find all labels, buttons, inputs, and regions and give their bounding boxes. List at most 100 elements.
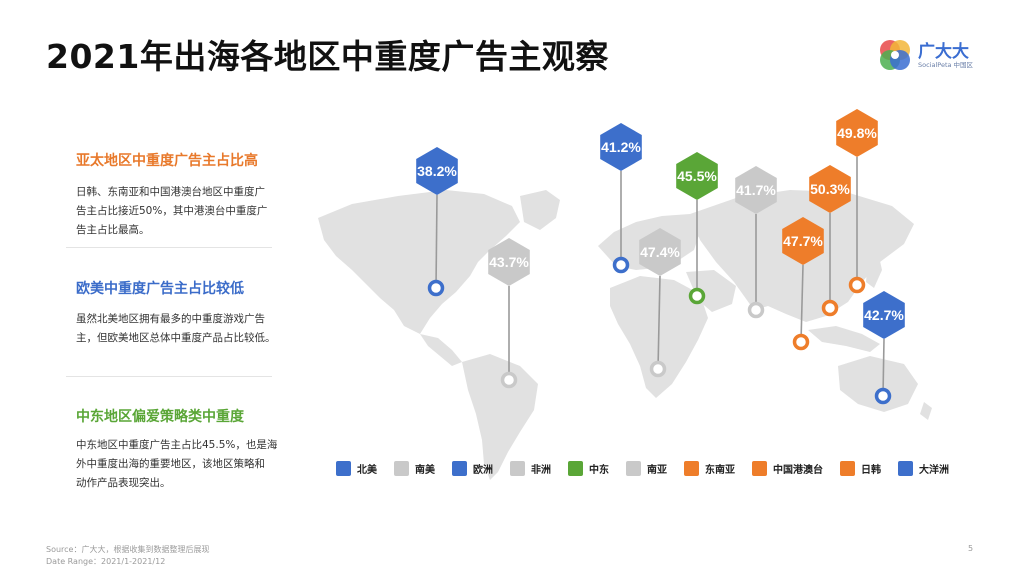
section-line: 中东地区中重度广告主占比45.5%，也是海 <box>76 439 278 451</box>
legend-label: 中东 <box>589 465 609 476</box>
pin-stem <box>882 338 885 397</box>
south-america-shape <box>462 354 538 480</box>
legend-swatch <box>840 461 855 476</box>
pin-hexagon <box>416 147 458 195</box>
pin-marker <box>427 279 445 297</box>
new-zealand-shape <box>920 402 932 420</box>
legend-swatch <box>394 461 409 476</box>
pin-value-label: 41.7% <box>736 182 776 198</box>
pin-中东: 45.5% <box>676 152 718 305</box>
pin-hexagon <box>676 152 718 200</box>
pin-中国港澳台: 50.3% <box>809 165 851 317</box>
section-title-west: 欧美中重度广告主占比较低 <box>76 281 244 297</box>
pin-marker <box>874 387 892 405</box>
pin-value-label: 45.5% <box>677 168 717 184</box>
southeast-asia-islands-shape <box>808 326 880 352</box>
pin-value-label: 50.3% <box>810 181 850 197</box>
pin-欧洲: 41.2% <box>600 123 642 274</box>
pin-marker <box>792 333 810 351</box>
pin-value-label: 41.2% <box>601 139 641 155</box>
section-body-west: 虽然北美地区拥有最多的中重度游戏广告 主，但欧美地区总体中重度产品占比较低。 <box>76 310 298 348</box>
section-body-mideast: 中东地区中重度广告主占比45.5%，也是海 外中重度出海的重要地区，该地区策略和… <box>76 436 298 493</box>
pin-value-label: 47.7% <box>783 233 823 249</box>
pin-marker <box>612 256 630 274</box>
pin-hexagon <box>782 217 824 265</box>
legend-label: 北美 <box>357 465 377 476</box>
pin-hexagon <box>639 228 681 276</box>
logo-subtitle: SocialPeta 中国区 <box>918 61 974 69</box>
source-note: Source：广大大，根据收集到数据整理后展现 Date Range：2021/… <box>46 544 209 568</box>
pin-value-label: 38.2% <box>417 163 457 179</box>
section-line: 外中重度出海的重要地区，该地区策略和 <box>76 458 265 470</box>
pin-大洋洲: 42.7% <box>863 291 905 405</box>
pin-marker <box>500 371 518 389</box>
legend-label: 中国港澳台 <box>773 465 823 476</box>
pin-hexagon <box>488 238 530 286</box>
page-number: 5 <box>968 544 974 553</box>
pin-北美: 38.2% <box>416 147 458 297</box>
legend-swatch <box>684 461 699 476</box>
legend-label: 日韩 <box>861 465 881 476</box>
legend-label: 非洲 <box>531 465 551 476</box>
logo-name: 广大大 <box>918 42 969 62</box>
legend-swatch <box>752 461 767 476</box>
page-title: 2021年出海各地区中重度广告主观察 <box>46 37 609 76</box>
section-line: 主，但欧美地区总体中重度产品占比较低。 <box>76 332 276 344</box>
section-body-apac: 日韩、东南亚和中国港澳台地区中重度广 告主占比接近50%，其中港澳台中重度广 告… <box>76 183 298 240</box>
section-line: 告主占比最高。 <box>76 224 150 236</box>
pin-value-label: 47.4% <box>640 244 680 260</box>
pin-value-label: 43.7% <box>489 254 529 270</box>
pin-南美: 43.7% <box>488 238 530 389</box>
pin-非洲: 47.4% <box>639 228 681 378</box>
pin-value-label: 42.7% <box>864 307 904 323</box>
north-america-shape <box>318 190 520 334</box>
continents <box>318 190 932 480</box>
section-line: 日韩、东南亚和中国港澳台地区中重度广 <box>76 186 265 198</box>
middle-east-shape <box>686 270 736 312</box>
pin-日韩: 49.8% <box>836 109 878 294</box>
pin-stem <box>800 264 804 343</box>
australia-shape <box>838 356 918 412</box>
region-pins: 38.2% 43.7% 41.2% 47.4% 45.5% 41.7% 47.7% 50.3%… <box>416 109 905 405</box>
legend-label: 欧洲 <box>473 465 493 476</box>
pin-marker <box>848 276 866 294</box>
pin-stem <box>435 194 438 289</box>
pin-hexagon <box>809 165 851 213</box>
legend-label: 南美 <box>415 465 435 476</box>
legend-label: 大洋洲 <box>919 465 949 476</box>
pin-marker <box>821 299 839 317</box>
pin-东南亚: 47.7% <box>782 217 824 351</box>
pin-hexagon <box>735 166 777 214</box>
pin-marker <box>747 301 765 319</box>
section-title-mideast: 中东地区偏爱策略类中重度 <box>76 409 244 425</box>
pin-hexagon <box>600 123 642 171</box>
legend-swatch <box>452 461 467 476</box>
legend-label: 东南亚 <box>705 465 735 476</box>
legend-swatch <box>510 461 525 476</box>
legend-label: 南亚 <box>647 465 667 476</box>
source-text: Source：广大大，根据收集到数据整理后展现 <box>46 545 210 554</box>
legend-swatch <box>626 461 641 476</box>
pin-stem <box>657 275 661 370</box>
pin-hexagon <box>863 291 905 339</box>
legend-swatch <box>568 461 583 476</box>
pin-南亚: 41.7% <box>735 166 777 319</box>
logo-icon <box>880 40 910 70</box>
central-america-shape <box>420 334 462 366</box>
pin-value-label: 49.8% <box>837 125 877 141</box>
japan-shape <box>866 252 882 288</box>
legend-swatch <box>336 461 351 476</box>
section-line: 动作产品表现突出。 <box>76 477 171 489</box>
pin-marker <box>688 287 706 305</box>
pin-hexagon <box>836 109 878 157</box>
pin-marker <box>649 360 667 378</box>
divider <box>66 376 272 377</box>
section-line: 虽然北美地区拥有最多的中重度游戏广告 <box>76 313 265 325</box>
section-line: 告主占比接近50%，其中港澳台中重度广 <box>76 205 268 217</box>
legend: 北美 南美 欧洲 非洲 中东 南亚 东南亚 中国港澳台 日韩 大洋洲 <box>336 459 976 479</box>
divider <box>66 247 272 248</box>
greenland-shape <box>520 190 560 230</box>
brand-logo: 广大大 SocialPeta 中国区 <box>878 36 988 72</box>
